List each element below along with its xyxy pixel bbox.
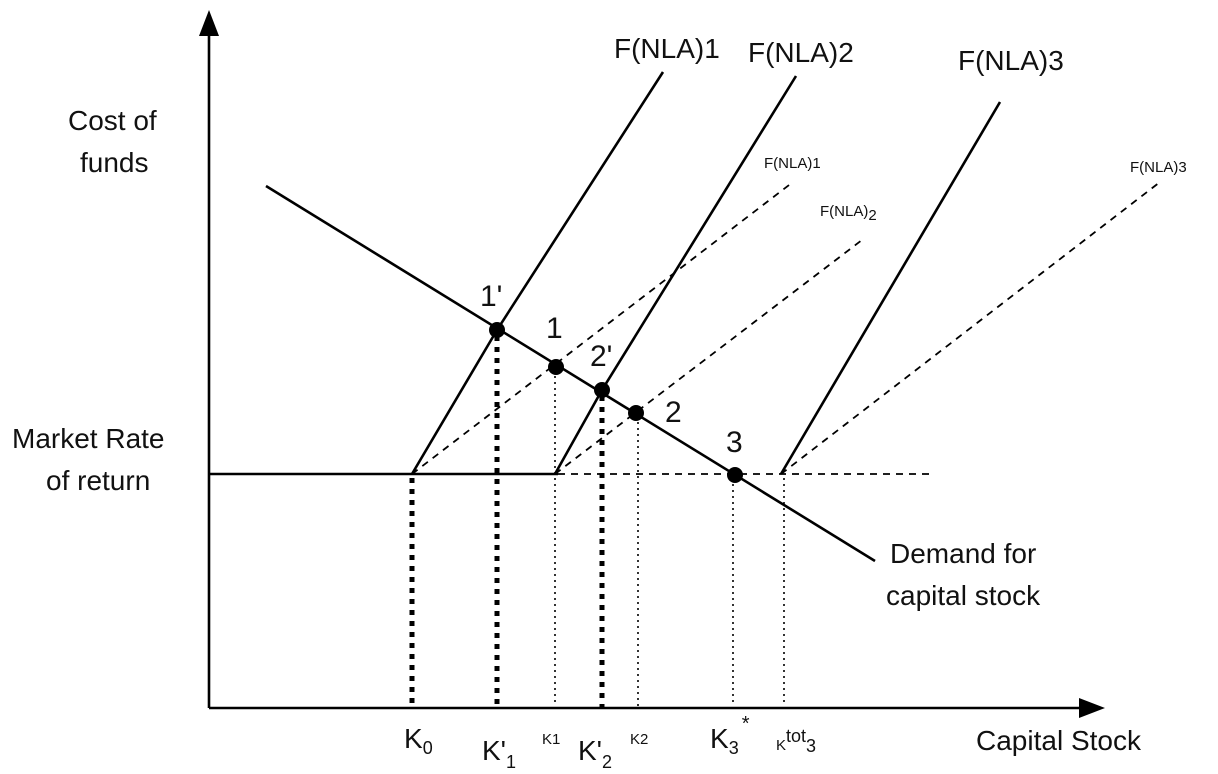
market-rate-label-line2: of return bbox=[46, 465, 150, 496]
tick-label-k2: K2 bbox=[630, 731, 648, 748]
point-2-marker bbox=[628, 405, 644, 421]
solid-supply-label-3: F(NLA)3 bbox=[958, 45, 1064, 76]
demand-line bbox=[265, 184, 876, 563]
tick-label-k1prime: K'1 bbox=[482, 735, 516, 772]
y-axis-label-line1: Cost of bbox=[68, 105, 157, 136]
point-3-marker bbox=[727, 467, 743, 483]
point-2prime-label: 2' bbox=[590, 340, 612, 373]
point-1prime-marker bbox=[489, 322, 505, 338]
solid-supply-curve-3 bbox=[779, 101, 1002, 475]
market-rate-label-line1: Market Rate bbox=[12, 423, 165, 454]
tick-label-k1: K1 bbox=[542, 731, 560, 748]
point-2prime-marker bbox=[594, 382, 610, 398]
demand-label-line1: Demand for bbox=[890, 538, 1036, 569]
point-1prime-label: 1' bbox=[480, 280, 502, 313]
solid-supply-curve-1 bbox=[410, 71, 665, 475]
dashed-supply-label-3: F(NLA)3 bbox=[1130, 159, 1187, 176]
point-3-label: 3 bbox=[726, 426, 743, 459]
x-axis-label: Capital Stock bbox=[976, 725, 1142, 756]
tick-label-ktot3: Ktot3 bbox=[776, 726, 816, 756]
dashed-supply-curve-1 bbox=[411, 181, 794, 475]
y-axis-label-line2: funds bbox=[80, 147, 149, 178]
tick-label-k2prime: K'2 bbox=[578, 735, 612, 772]
solid-supply-label-2: F(NLA)2 bbox=[748, 37, 854, 68]
dashed-supply-label-2: F(NLA)2 bbox=[820, 203, 877, 224]
tick-label-k3star: K3* bbox=[710, 713, 750, 758]
point-1-marker bbox=[548, 359, 564, 375]
solid-supply-label-1: F(NLA)1 bbox=[614, 33, 720, 64]
dashed-supply-curve-3 bbox=[780, 181, 1161, 475]
demand-label-line2: capital stock bbox=[886, 580, 1041, 611]
point-1-label: 1 bbox=[546, 312, 563, 345]
dashed-supply-label-1: F(NLA)1 bbox=[764, 155, 821, 172]
tick-label-k0: K0 bbox=[404, 723, 433, 758]
point-2-label: 2 bbox=[665, 396, 682, 429]
y-axis-arrowhead bbox=[199, 10, 219, 36]
x-axis-arrowhead bbox=[1079, 698, 1105, 718]
